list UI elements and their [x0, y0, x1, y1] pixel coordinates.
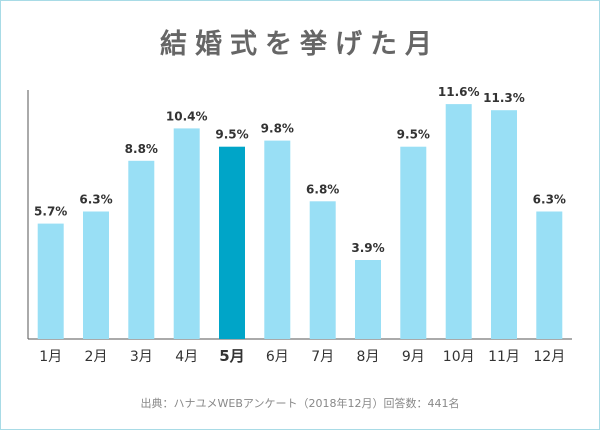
tick-label-1: 1月	[39, 349, 62, 365]
bar-11	[491, 110, 517, 339]
value-label-6: 9.8%	[261, 122, 294, 136]
bar-8	[355, 260, 381, 339]
tick-label-9: 9月	[402, 349, 425, 365]
bar-2	[83, 211, 109, 339]
value-label-4: 10.4%	[166, 109, 208, 123]
value-label-2: 6.3%	[79, 193, 112, 207]
value-label-3: 8.8%	[125, 142, 158, 156]
value-label-11: 11.3%	[483, 91, 525, 105]
bar-6	[264, 140, 291, 339]
bar-3	[128, 160, 155, 339]
tick-label-12: 12月	[533, 349, 565, 365]
value-label-5: 9.5%	[215, 128, 248, 142]
value-label-8: 3.9%	[351, 241, 384, 255]
source-note: 出典：ハナユメWEBアンケート（2018年12月）回答数：441名	[140, 397, 460, 410]
tick-label-5: 5月	[219, 347, 244, 365]
tick-label-6: 6月	[266, 349, 289, 365]
bar-1	[37, 223, 64, 339]
value-label-1: 5.7%	[34, 205, 67, 219]
value-label-10: 11.6%	[438, 85, 480, 99]
tick-label-7: 7月	[311, 349, 334, 365]
tick-label-11: 11月	[488, 349, 520, 365]
chart-title: 結婚式を挙げた月	[160, 29, 440, 60]
value-label-7: 6.8%	[306, 182, 339, 196]
bar-4	[173, 128, 200, 339]
tick-label-2: 2月	[85, 349, 108, 365]
bar-10	[445, 104, 472, 339]
bar-5	[219, 146, 245, 339]
tick-label-8: 8月	[357, 349, 380, 365]
tick-label-4: 4月	[175, 349, 198, 365]
value-label-9: 9.5%	[397, 128, 430, 142]
tick-label-3: 3月	[130, 349, 153, 365]
tick-label-10: 10月	[443, 349, 475, 365]
value-label-12: 6.3%	[533, 193, 566, 207]
bar-9	[400, 146, 427, 339]
bar-7	[309, 201, 336, 339]
bar-12	[536, 211, 563, 339]
